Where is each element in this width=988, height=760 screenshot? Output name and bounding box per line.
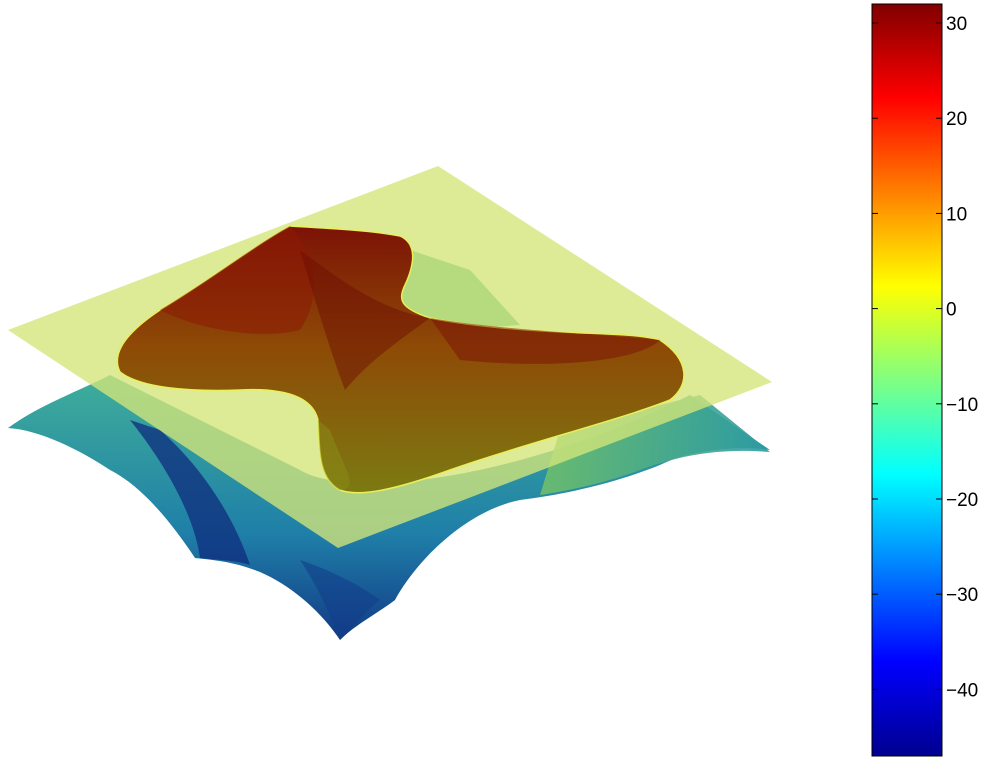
colorbar-tick-label: −20 [946,490,978,511]
surface-saddle-center [300,250,430,390]
colorbar-tick-label: −30 [946,585,978,606]
colorbar-tick-label: 10 [946,204,967,225]
surface-olive-margin [318,420,350,490]
colorbar-tick-label: 20 [946,109,967,130]
colorbar-tick-label: −10 [946,395,978,416]
surface-ridge-left [160,226,314,334]
colorbar: 30 20 10 0 −10 −20 −30 −40 [871,3,978,757]
colorbar-tick-label: −40 [946,680,978,701]
surface-right-skirt [540,395,770,495]
surface-above-plane [116,225,685,494]
colorbar-tick-label: 0 [946,300,957,321]
colorbar-gradient [871,3,943,757]
surface-left-valley [130,420,250,565]
surface-ridge-right [430,318,660,364]
surface-front-valley [300,560,380,640]
colorbar-tick-label: 30 [946,14,967,35]
colorbar-ticks: 30 20 10 0 −10 −20 −30 −40 [872,14,978,701]
